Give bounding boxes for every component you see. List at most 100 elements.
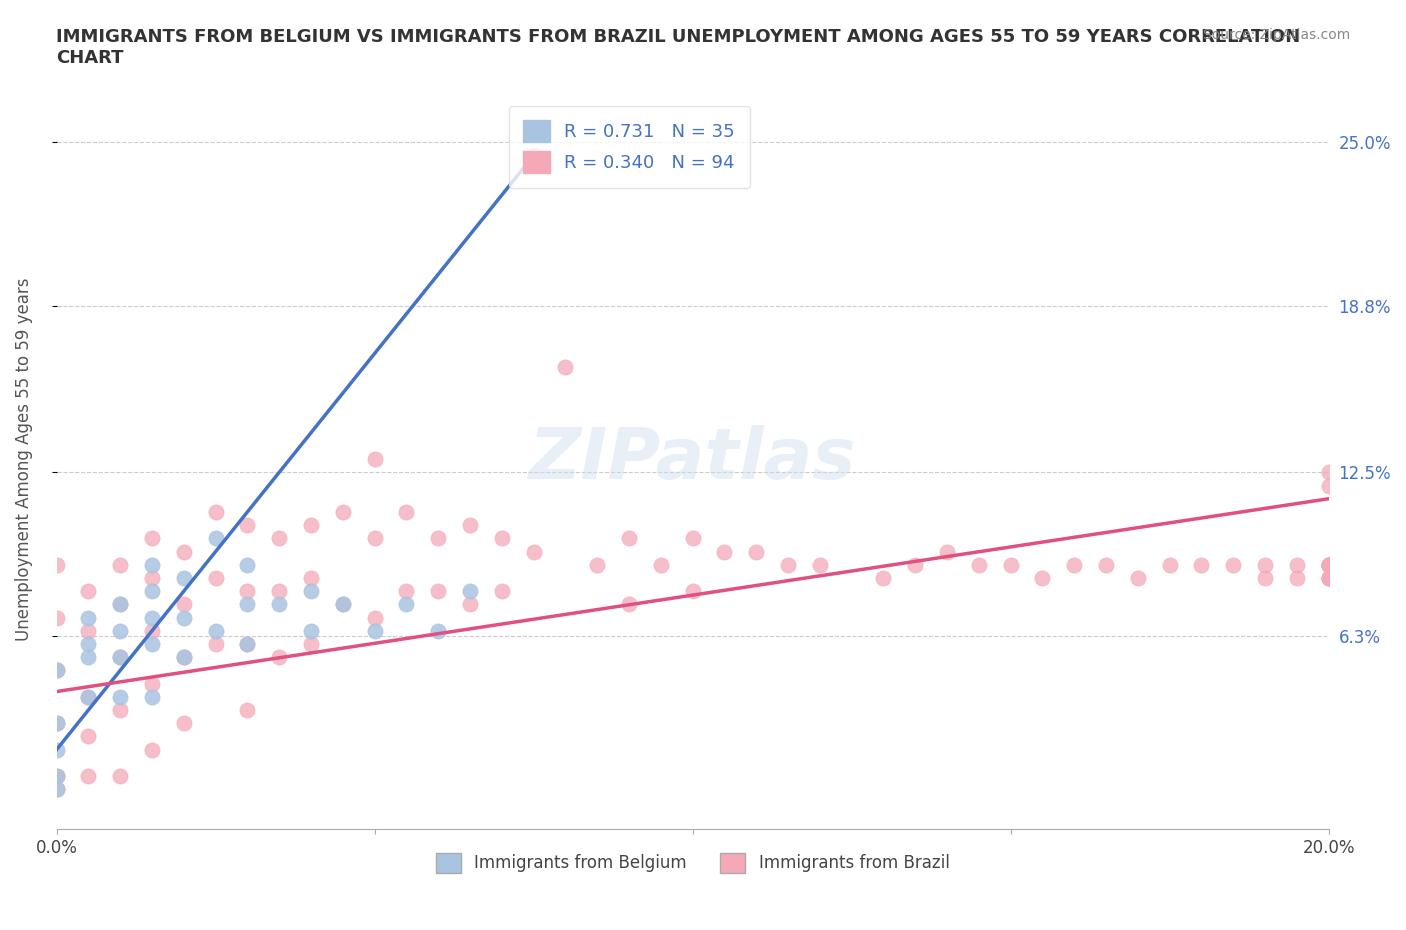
Point bbox=[1031, 570, 1053, 585]
Point bbox=[1317, 557, 1340, 572]
Point bbox=[1317, 557, 1340, 572]
Point bbox=[1317, 557, 1340, 572]
Point bbox=[427, 531, 450, 546]
Point bbox=[299, 518, 322, 533]
Point bbox=[1254, 557, 1277, 572]
Point bbox=[141, 689, 163, 704]
Point bbox=[236, 636, 259, 651]
Point bbox=[1317, 557, 1340, 572]
Point bbox=[45, 716, 67, 731]
Point bbox=[458, 597, 481, 612]
Point bbox=[45, 782, 67, 797]
Point bbox=[236, 518, 259, 533]
Point bbox=[141, 636, 163, 651]
Point bbox=[77, 584, 100, 599]
Point bbox=[141, 742, 163, 757]
Point bbox=[141, 584, 163, 599]
Point bbox=[872, 570, 894, 585]
Point bbox=[1063, 557, 1085, 572]
Point bbox=[110, 768, 132, 783]
Point bbox=[173, 597, 195, 612]
Point bbox=[650, 557, 672, 572]
Point bbox=[1317, 557, 1340, 572]
Point bbox=[45, 782, 67, 797]
Point bbox=[77, 636, 100, 651]
Point bbox=[204, 531, 226, 546]
Point bbox=[141, 676, 163, 691]
Point bbox=[1317, 478, 1340, 493]
Point bbox=[204, 504, 226, 519]
Point bbox=[332, 504, 354, 519]
Y-axis label: Unemployment Among Ages 55 to 59 years: Unemployment Among Ages 55 to 59 years bbox=[15, 277, 32, 641]
Point bbox=[1285, 557, 1308, 572]
Point bbox=[1317, 557, 1340, 572]
Point bbox=[363, 531, 385, 546]
Point bbox=[204, 570, 226, 585]
Point bbox=[1317, 557, 1340, 572]
Point bbox=[427, 623, 450, 638]
Point bbox=[713, 544, 735, 559]
Point bbox=[1254, 570, 1277, 585]
Text: ZIPatlas: ZIPatlas bbox=[529, 425, 856, 494]
Point bbox=[395, 597, 418, 612]
Point bbox=[1285, 570, 1308, 585]
Point bbox=[110, 650, 132, 665]
Point bbox=[45, 768, 67, 783]
Point bbox=[77, 729, 100, 744]
Point bbox=[77, 650, 100, 665]
Point bbox=[363, 610, 385, 625]
Point bbox=[1317, 557, 1340, 572]
Point bbox=[110, 597, 132, 612]
Point bbox=[110, 689, 132, 704]
Point bbox=[1317, 570, 1340, 585]
Point bbox=[523, 148, 546, 163]
Point bbox=[395, 504, 418, 519]
Point bbox=[1317, 570, 1340, 585]
Point bbox=[617, 597, 640, 612]
Point bbox=[77, 768, 100, 783]
Point bbox=[141, 570, 163, 585]
Point bbox=[491, 531, 513, 546]
Point bbox=[45, 716, 67, 731]
Point bbox=[269, 650, 291, 665]
Point bbox=[427, 584, 450, 599]
Point bbox=[173, 610, 195, 625]
Point bbox=[332, 597, 354, 612]
Legend: Immigrants from Belgium, Immigrants from Brazil: Immigrants from Belgium, Immigrants from… bbox=[429, 846, 956, 880]
Point bbox=[299, 623, 322, 638]
Point bbox=[45, 557, 67, 572]
Point bbox=[682, 584, 704, 599]
Point bbox=[395, 584, 418, 599]
Point bbox=[1126, 570, 1149, 585]
Point bbox=[236, 636, 259, 651]
Point bbox=[363, 452, 385, 467]
Point bbox=[141, 557, 163, 572]
Point bbox=[936, 544, 959, 559]
Point bbox=[299, 584, 322, 599]
Point bbox=[141, 610, 163, 625]
Point bbox=[299, 636, 322, 651]
Point bbox=[141, 623, 163, 638]
Point bbox=[1159, 557, 1181, 572]
Text: Source: ZipAtlas.com: Source: ZipAtlas.com bbox=[1202, 28, 1350, 42]
Point bbox=[77, 689, 100, 704]
Point bbox=[110, 557, 132, 572]
Point bbox=[45, 610, 67, 625]
Point bbox=[554, 359, 576, 374]
Point bbox=[523, 544, 546, 559]
Point bbox=[77, 689, 100, 704]
Point bbox=[236, 557, 259, 572]
Point bbox=[269, 531, 291, 546]
Point bbox=[45, 742, 67, 757]
Point bbox=[45, 663, 67, 678]
Point bbox=[110, 623, 132, 638]
Point bbox=[458, 518, 481, 533]
Point bbox=[458, 584, 481, 599]
Point bbox=[745, 544, 768, 559]
Point bbox=[45, 663, 67, 678]
Point bbox=[173, 650, 195, 665]
Point bbox=[173, 544, 195, 559]
Point bbox=[236, 702, 259, 717]
Point bbox=[236, 597, 259, 612]
Point bbox=[77, 610, 100, 625]
